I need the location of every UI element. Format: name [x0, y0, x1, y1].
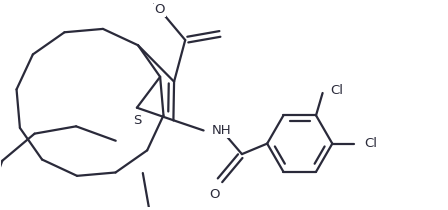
Text: O: O — [155, 3, 165, 16]
Text: S: S — [133, 114, 141, 127]
Text: Cl: Cl — [331, 84, 344, 97]
Text: Cl: Cl — [364, 137, 377, 150]
Text: NH: NH — [211, 124, 231, 137]
Text: O: O — [209, 188, 220, 201]
